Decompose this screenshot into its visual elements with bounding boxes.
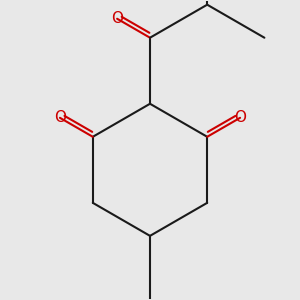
Text: O: O [111, 11, 123, 26]
Text: O: O [234, 110, 246, 125]
Text: O: O [54, 110, 66, 125]
